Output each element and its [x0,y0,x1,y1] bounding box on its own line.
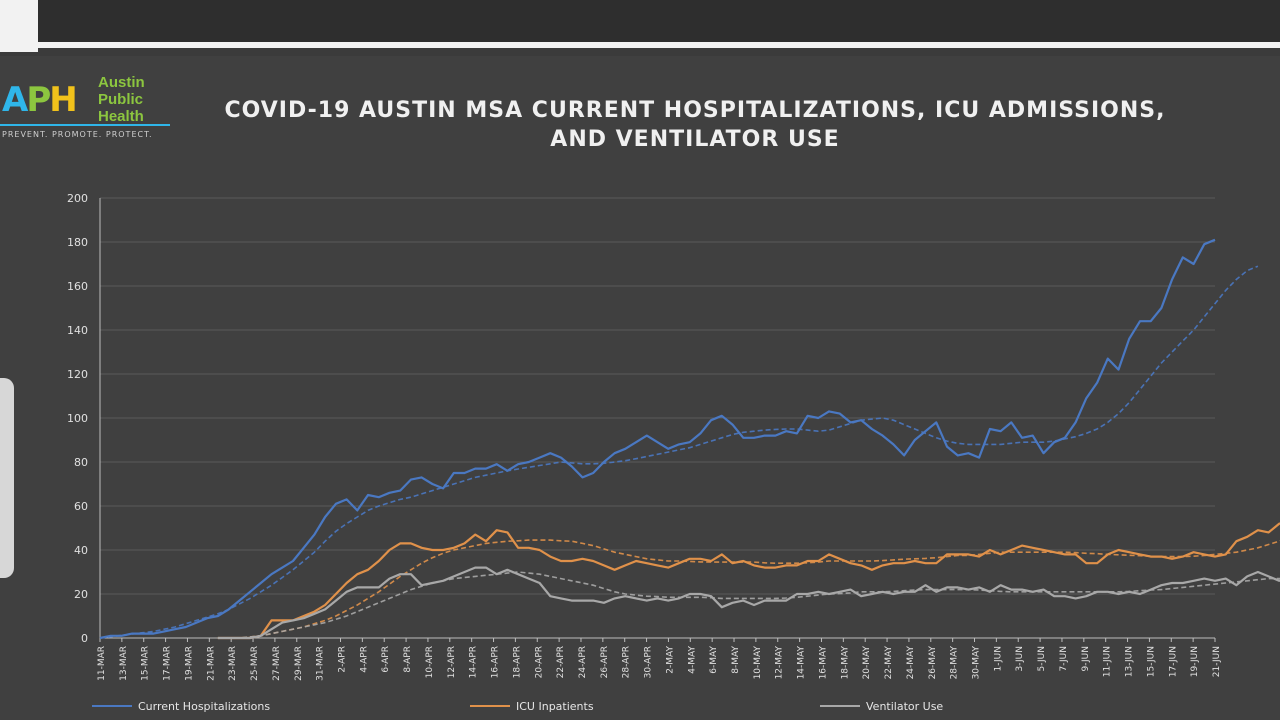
x-tick-label-6-apr: 6-APR [381,646,391,673]
logo-letter-p: P [26,80,51,120]
x-tick-label-8-apr: 8-APR [403,646,413,673]
legend-swatch-hospitalizations [92,705,132,707]
x-tick-label-26-apr: 26-APR [600,646,610,678]
x-tick-label-15-jun: 15-JUN [1146,646,1156,677]
window-divider-line [38,42,1280,48]
legend-swatch-ventilator [820,705,860,707]
x-tick-label-19-jun: 19-JUN [1190,646,1200,677]
x-tick-label-10-apr: 10-APR [425,646,435,678]
logo-rule [0,124,170,126]
x-tick-label-6-may: 6-MAY [709,646,719,674]
y-tick-label-200: 200 [67,192,88,205]
y-tick-label-80: 80 [74,456,88,469]
x-tick-label-12-apr: 12-APR [447,646,457,678]
x-tick-label-30-may: 30-MAY [972,645,982,679]
y-tick-label-20: 20 [74,588,88,601]
x-tick-label-16-apr: 16-APR [491,646,501,678]
x-tick-label-15-mar: 15-MAR [141,646,151,681]
x-tick-label-21-jun: 21-JUN [1212,646,1222,677]
x-tick-label-22-apr: 22-APR [556,646,566,678]
legend-item-ventilator: Ventilator Use [820,698,943,714]
x-tick-label-21-mar: 21-MAR [206,646,216,681]
y-tick-label-180: 180 [67,236,88,249]
slide-background [0,56,1280,720]
legend-item-icu: ICU Inpatients [470,698,594,714]
x-tick-label-12-may: 12-MAY [775,645,785,679]
x-tick-label-24-apr: 24-APR [578,646,588,678]
y-tick-label-60: 60 [74,500,88,513]
x-tick-label-23-mar: 23-MAR [228,646,238,681]
y-tick-label-40: 40 [74,544,88,557]
legend-label-icu: ICU Inpatients [516,699,594,713]
logo-word-public: Public [98,91,144,108]
x-tick-label-29-mar: 29-MAR [294,646,304,681]
x-tick-label-13-mar: 13-MAR [119,646,129,681]
side-panel-tab[interactable] [0,378,14,578]
x-tick-label-11-mar: 11-MAR [97,646,107,681]
x-tick-label-18-may: 18-MAY [840,645,850,679]
window-top-bar [0,0,1280,44]
x-tick-label-2-may: 2-MAY [665,646,675,674]
logo-tagline: PREVENT. PROMOTE. PROTECT. [2,130,153,139]
x-tick-label-10-may: 10-MAY [753,645,763,679]
x-tick-label-1-jun: 1-JUN [993,646,1003,671]
y-tick-label-0: 0 [81,632,88,645]
x-tick-label-20-may: 20-MAY [862,645,872,679]
y-tick-label-120: 120 [67,368,88,381]
window-corner-tab [0,0,38,52]
x-tick-label-3-jun: 3-JUN [1015,646,1025,671]
x-tick-label-7-jun: 7-JUN [1059,646,1069,671]
legend-label-ventilator: Ventilator Use [866,699,944,713]
x-tick-label-14-apr: 14-APR [469,646,479,678]
x-tick-label-27-mar: 27-MAR [272,646,282,681]
series-line-current-hospitalizations [99,238,1216,640]
x-tick-label-4-apr: 4-APR [359,646,369,673]
x-tick-label-26-may: 26-MAY [928,645,938,679]
x-tick-label-24-may: 24-MAY [906,645,916,679]
trend-line-ventilator-use [217,571,1280,639]
y-tick-label-160: 160 [67,280,88,293]
x-tick-label-5-jun: 5-JUN [1037,646,1047,671]
x-tick-label-13-jun: 13-JUN [1125,646,1135,677]
x-tick-label-4-may: 4-MAY [687,646,697,674]
aph-logo-mark: APH [2,80,78,120]
legend-item-hospitalizations: Current Hospitalizations [92,698,270,714]
legend-swatch-icu [470,705,510,707]
logo-wordmark: Austin Public Health [98,74,145,125]
y-tick-label-100: 100 [67,412,88,425]
x-tick-label-28-apr: 28-APR [622,646,632,678]
trend-line-current-hospitalizations [99,265,1259,639]
logo-word-austin: Austin [98,74,145,91]
x-tick-label-25-mar: 25-MAR [250,646,260,681]
series-line-ventilator-use [217,566,1280,640]
aph-logo: APH Austin Public Health PREVENT. PROMOT… [0,74,172,144]
x-tick-label-17-mar: 17-MAR [163,646,173,681]
y-tick-label-140: 140 [67,324,88,337]
x-tick-label-28-may: 28-MAY [950,645,960,679]
x-tick-label-20-apr: 20-APR [534,646,544,678]
x-tick-label-17-jun: 17-JUN [1168,646,1178,677]
legend-label-hospitalizations: Current Hospitalizations [138,699,271,713]
x-tick-label-11-jun: 11-JUN [1103,646,1113,677]
series-line-icu-inpatients [217,522,1280,640]
x-tick-label-18-apr: 18-APR [512,646,522,678]
x-tick-label-2-apr: 2-APR [337,646,347,673]
x-tick-label-9-jun: 9-JUN [1081,646,1091,671]
logo-letter-a: A [2,80,28,120]
chart-title: COVID-19 AUSTIN MSA CURRENT HOSPITALIZAT… [170,96,1220,154]
x-tick-label-19-mar: 19-MAR [184,646,194,681]
chart-title-line-2: AND VENTILATOR USE [550,127,840,152]
x-tick-label-16-may: 16-MAY [818,645,828,679]
x-tick-label-30-apr: 30-APR [644,646,654,678]
logo-word-health: Health [98,108,144,125]
x-tick-label-31-mar: 31-MAR [316,646,326,681]
x-tick-label-14-may: 14-MAY [797,645,807,679]
x-tick-label-22-may: 22-MAY [884,645,894,679]
chart-title-line-1: COVID-19 AUSTIN MSA CURRENT HOSPITALIZAT… [224,98,1166,123]
logo-letter-h: H [49,80,78,120]
x-tick-label-8-may: 8-MAY [731,646,741,674]
